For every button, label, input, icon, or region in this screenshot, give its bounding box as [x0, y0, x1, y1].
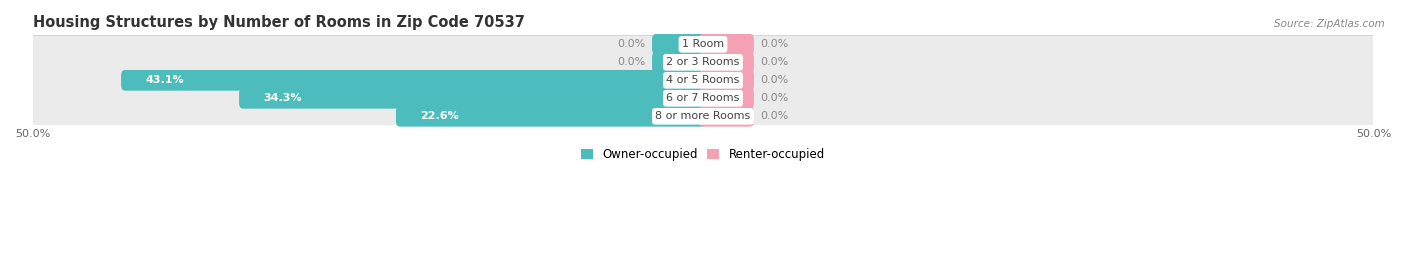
- FancyBboxPatch shape: [239, 88, 707, 109]
- Text: 1 Room: 1 Room: [682, 39, 724, 49]
- Text: 6 or 7 Rooms: 6 or 7 Rooms: [666, 93, 740, 103]
- FancyBboxPatch shape: [652, 52, 707, 73]
- Text: 22.6%: 22.6%: [420, 111, 458, 121]
- Text: 34.3%: 34.3%: [263, 93, 302, 103]
- FancyBboxPatch shape: [22, 92, 1384, 141]
- Legend: Owner-occupied, Renter-occupied: Owner-occupied, Renter-occupied: [576, 144, 830, 166]
- FancyBboxPatch shape: [22, 20, 1384, 69]
- Text: 4 or 5 Rooms: 4 or 5 Rooms: [666, 75, 740, 85]
- FancyBboxPatch shape: [22, 56, 1384, 105]
- Text: 0.0%: 0.0%: [761, 93, 789, 103]
- FancyBboxPatch shape: [699, 52, 754, 73]
- Text: 0.0%: 0.0%: [761, 75, 789, 85]
- FancyBboxPatch shape: [121, 70, 707, 91]
- Text: 8 or more Rooms: 8 or more Rooms: [655, 111, 751, 121]
- Text: Source: ZipAtlas.com: Source: ZipAtlas.com: [1274, 19, 1385, 29]
- FancyBboxPatch shape: [652, 34, 707, 55]
- Text: 43.1%: 43.1%: [145, 75, 184, 85]
- Text: 0.0%: 0.0%: [761, 111, 789, 121]
- FancyBboxPatch shape: [699, 88, 754, 109]
- FancyBboxPatch shape: [22, 38, 1384, 87]
- FancyBboxPatch shape: [699, 70, 754, 91]
- Text: 0.0%: 0.0%: [617, 57, 645, 67]
- FancyBboxPatch shape: [699, 34, 754, 55]
- Text: 2 or 3 Rooms: 2 or 3 Rooms: [666, 57, 740, 67]
- Text: 0.0%: 0.0%: [761, 39, 789, 49]
- Text: 0.0%: 0.0%: [761, 57, 789, 67]
- Text: Housing Structures by Number of Rooms in Zip Code 70537: Housing Structures by Number of Rooms in…: [32, 15, 524, 30]
- Text: 0.0%: 0.0%: [617, 39, 645, 49]
- FancyBboxPatch shape: [699, 106, 754, 127]
- FancyBboxPatch shape: [22, 74, 1384, 123]
- FancyBboxPatch shape: [396, 106, 707, 127]
